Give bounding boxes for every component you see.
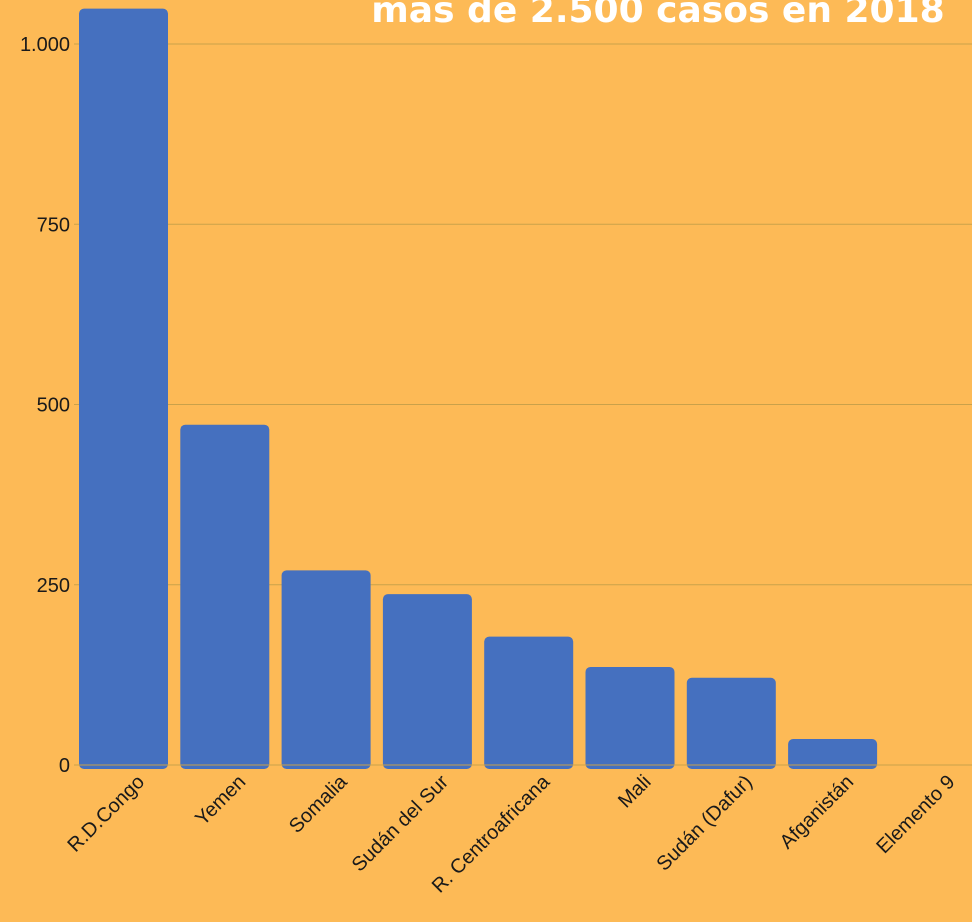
- gridlines: [74, 43, 972, 586]
- x-tick-label: Mali: [614, 771, 655, 812]
- bar-sud-n-del-sur: [382, 594, 472, 769]
- y-tick-label: 250: [37, 575, 70, 597]
- x-tick-label: Sudán (Dafur): [652, 771, 756, 875]
- bar-r-centroafricana: [484, 636, 574, 769]
- x-tick-label: Afganistán: [776, 771, 858, 853]
- y-tick-label: 500: [37, 395, 70, 417]
- bar-yemen: [180, 424, 270, 769]
- y-tick-label: 750: [37, 214, 70, 236]
- y-axis-ticks: 0 250 500 750 1.000: [20, 34, 70, 777]
- bar-afganist-n: [788, 739, 878, 769]
- bar-mali: [585, 666, 675, 769]
- x-tick-label: Elemento 9: [872, 771, 959, 858]
- y-tick-label: 0: [59, 755, 70, 777]
- bar-sud-n-dafur-: [686, 677, 776, 769]
- x-tick-label: Somalia: [285, 770, 352, 837]
- bars: [79, 8, 878, 769]
- chart-title: más de 2.500 casos en 2018: [371, 0, 944, 31]
- bar-somalia: [281, 570, 371, 769]
- x-tick-label: R.D.Congo: [64, 771, 150, 857]
- x-tick-label: Sudán del Sur: [348, 771, 453, 876]
- y-tick-label: 1.000: [20, 34, 70, 56]
- x-tick-label: Yemen: [191, 771, 250, 830]
- bar-r-d-congo: [79, 8, 168, 769]
